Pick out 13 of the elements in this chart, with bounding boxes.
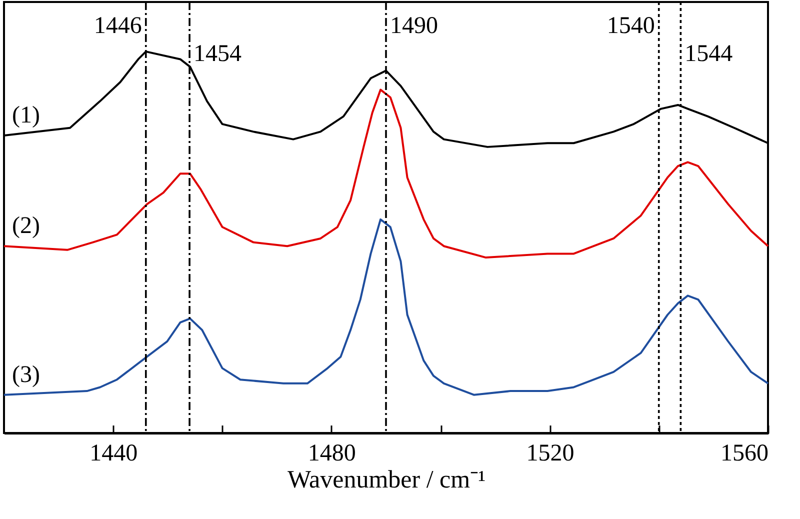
series-label: (3): [12, 362, 40, 388]
x-tick-label: 1440: [90, 440, 138, 466]
ref-line-label: 1454: [194, 41, 242, 67]
series-label: (2): [12, 213, 40, 240]
ref-line-label: 1446: [94, 13, 142, 39]
ref-line-label: 1490: [390, 13, 438, 39]
x-tick-label: 1560: [720, 440, 768, 466]
x-tick-label: 1480: [308, 440, 356, 466]
ref-line-label: 1540: [606, 13, 655, 39]
series-label: (1): [12, 102, 40, 128]
x-tick-label: 1520: [526, 440, 574, 466]
ref-line-label: 1544: [684, 41, 733, 67]
x-axis-title: Wavenumber / cm⁻¹: [287, 466, 486, 494]
